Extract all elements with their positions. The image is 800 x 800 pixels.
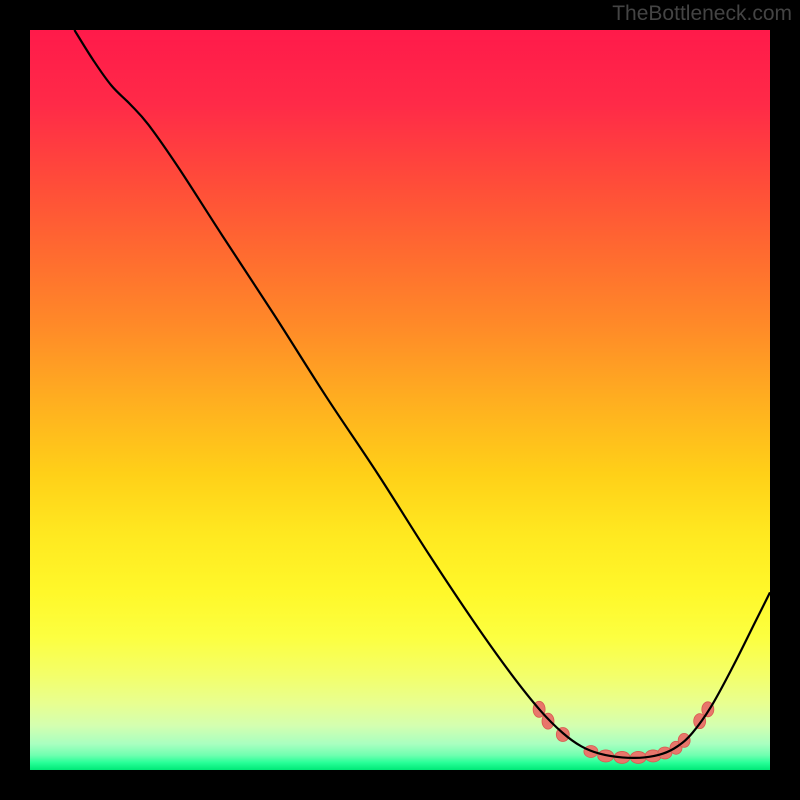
watermark-text: TheBottleneck.com bbox=[612, 2, 792, 26]
bottleneck-curve bbox=[74, 30, 770, 758]
plot-area bbox=[30, 30, 770, 770]
curve-layer bbox=[30, 30, 770, 770]
markers-group bbox=[533, 701, 714, 763]
